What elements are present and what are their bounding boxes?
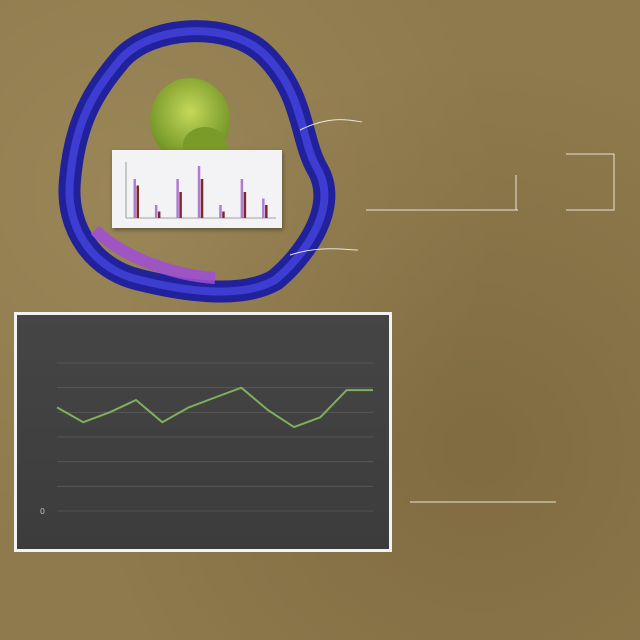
mini-bar (243, 192, 247, 218)
mini-bar (222, 211, 225, 218)
line-chart-card (14, 312, 392, 552)
mini-bar-chart-card (112, 150, 282, 228)
mini-bar (154, 205, 158, 218)
mini-bar (179, 192, 182, 218)
mini-bar (200, 179, 204, 218)
line-chart: 0 (40, 362, 374, 516)
series-line (56, 386, 373, 429)
mini-bar-chart (125, 162, 276, 219)
y-tick-label: 0 (40, 507, 45, 516)
mini-bar (176, 179, 179, 218)
mini-bar (136, 185, 139, 218)
mini-bar (157, 211, 161, 218)
blue-loop-shape (58, 20, 336, 303)
mini-bar (133, 179, 136, 218)
mini-bar (265, 205, 268, 218)
mini-bar (197, 166, 201, 218)
line-chart-background (17, 315, 389, 549)
mini-bar (219, 205, 222, 218)
mini-bar (262, 198, 265, 218)
connector-lines (289, 119, 615, 503)
mini-bar (240, 179, 244, 218)
